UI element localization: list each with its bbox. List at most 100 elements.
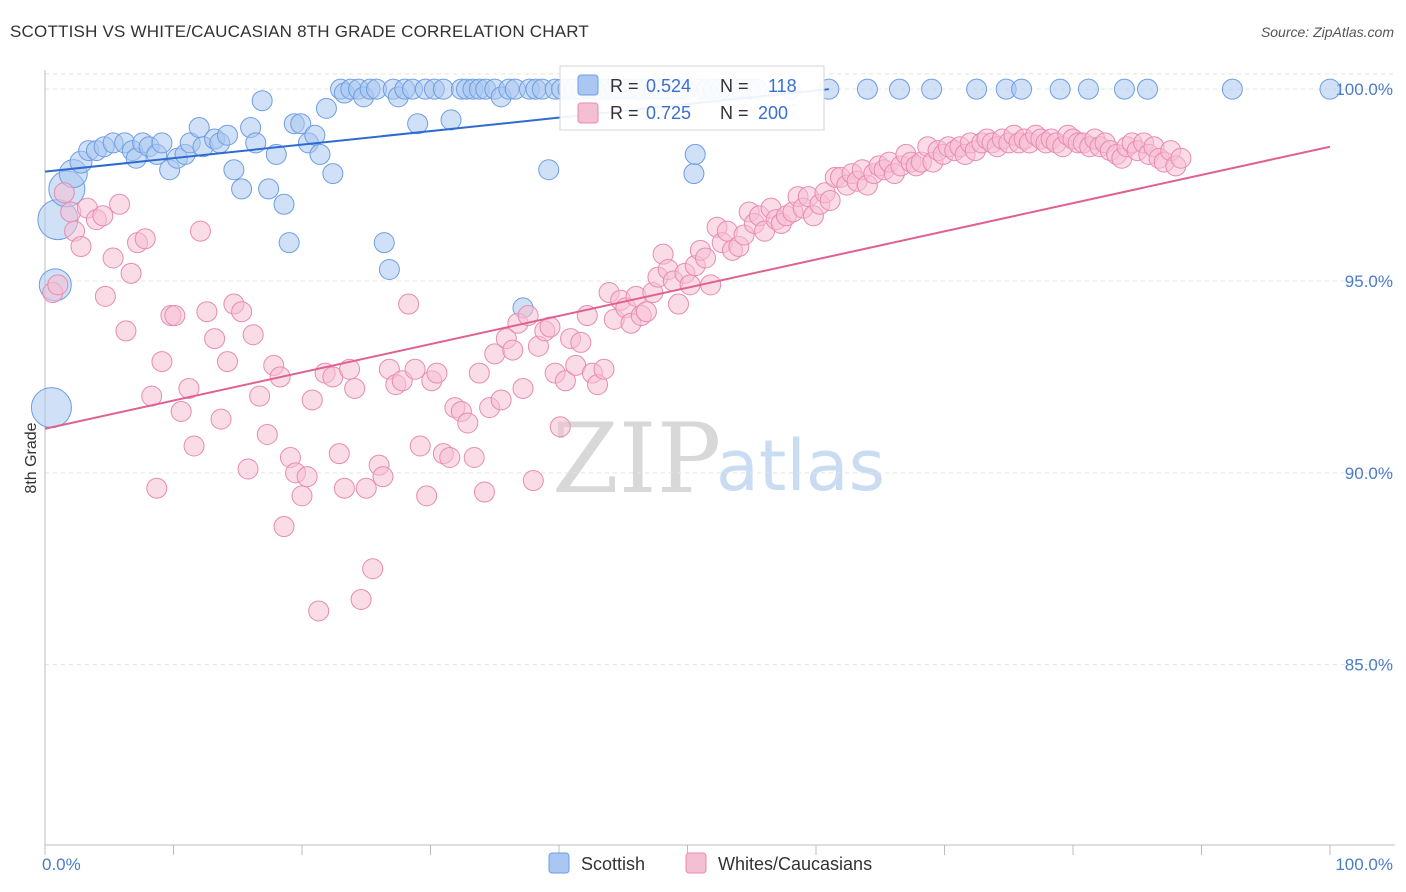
point-whites [490,389,512,411]
x-tick-label-right: 100.0% [1335,855,1393,874]
point-whites [333,477,355,499]
point-whites [47,274,69,296]
grid [45,73,1395,666]
point-whites [102,247,124,269]
point-whites [120,262,142,284]
point-whites [404,358,426,380]
point-scottish [432,78,454,100]
point-whites [53,182,75,204]
point-whites [570,331,592,353]
point-scottish [315,97,337,119]
point-whites [517,305,539,327]
point-whites [502,339,524,361]
point-scottish [1049,78,1071,100]
y-tick-label: 95.0% [1345,272,1393,291]
x-tick-label-left: 0.0% [42,855,81,874]
point-scottish [258,178,280,200]
point-whites [134,228,156,250]
point-whites [92,205,114,227]
point-scottish [290,113,312,135]
stats-n-label-1: N = [720,76,749,96]
point-whites [296,466,318,488]
point-whites [242,324,264,346]
point-whites [94,285,116,307]
point-whites [355,477,377,499]
point-whites [301,389,323,411]
data-points [30,78,1341,622]
point-scottish [1221,78,1243,100]
point-scottish [223,159,245,181]
y-tick-label: 100.0% [1335,80,1393,99]
stats-r-value-2: 0.725 [646,103,691,123]
point-scottish [245,132,267,154]
point-whites [372,466,394,488]
point-whites [196,301,218,323]
point-whites [151,351,173,373]
point-scottish [1077,78,1099,100]
point-scottish [889,78,911,100]
point-scottish [265,143,287,165]
watermark-atlas: atlas [716,425,885,507]
point-whites [249,385,271,407]
point-whites [512,377,534,399]
point-scottish [322,163,344,185]
point-scottish [273,193,295,215]
point-whites [635,301,657,323]
point-whites [328,443,350,465]
point-scottish [251,90,273,112]
point-whites [256,423,278,445]
trend-line-whites [44,145,1331,430]
point-scottish [683,163,705,185]
point-whites [216,351,238,373]
point-whites [210,408,232,430]
legend-swatch-scottish [548,852,570,874]
point-whites [273,516,295,538]
point-whites [1170,147,1192,169]
point-whites [409,435,431,457]
legend-label-scottish: Scottish [581,854,645,874]
point-scottish [921,78,943,100]
stats-n-value-1: 118 [768,76,797,96]
chart-title: SCOTTISH VS WHITE/CAUCASIAN 8TH GRADE CO… [10,22,589,41]
point-whites [473,481,495,503]
point-whites [291,485,313,507]
point-whites [439,447,461,468]
point-scottish [1011,78,1033,100]
watermark-zip: ZIP [552,403,721,515]
point-whites [426,362,448,384]
point-whites [463,447,485,468]
stats-swatch-whites [577,102,599,124]
point-whites [170,400,192,422]
point-whites [468,362,490,384]
stats-n-label-2: N = [720,103,749,123]
point-whites [819,189,841,211]
point-whites [694,247,716,269]
point-whites [146,477,168,499]
point-scottish [373,232,395,254]
legend-label-whites: Whites/Caucasians [718,854,872,874]
point-scottish [151,132,173,154]
point-scottish [30,387,72,429]
stats-box-frame [559,65,825,131]
stats-n-value-2: 200 [758,103,788,123]
point-scottish [1319,78,1341,100]
point-whites [115,320,137,342]
point-scottish [440,109,462,131]
point-whites [183,435,205,457]
y-tick-label: 85.0% [1345,656,1393,675]
point-whites [231,301,253,323]
point-whites [416,485,438,507]
point-whites [398,293,420,315]
y-axis-label: 8th Grade [23,422,40,493]
stats-r-label-1: R = [610,76,639,96]
y-tick-labels: 100.0% 95.0% 90.0% 85.0% [1335,80,1393,674]
watermark: ZIP atlas [552,403,885,515]
stats-box: R = 0.524 N = 118 R = 0.725 N = 200 [559,65,825,131]
y-tick-label: 90.0% [1345,464,1393,483]
point-whites [457,412,479,434]
point-whites [339,358,361,380]
point-scottish [278,232,300,254]
point-scottish [684,143,706,165]
chart-source: Source: ZipAtlas.com [1260,24,1394,40]
point-whites [237,458,259,480]
